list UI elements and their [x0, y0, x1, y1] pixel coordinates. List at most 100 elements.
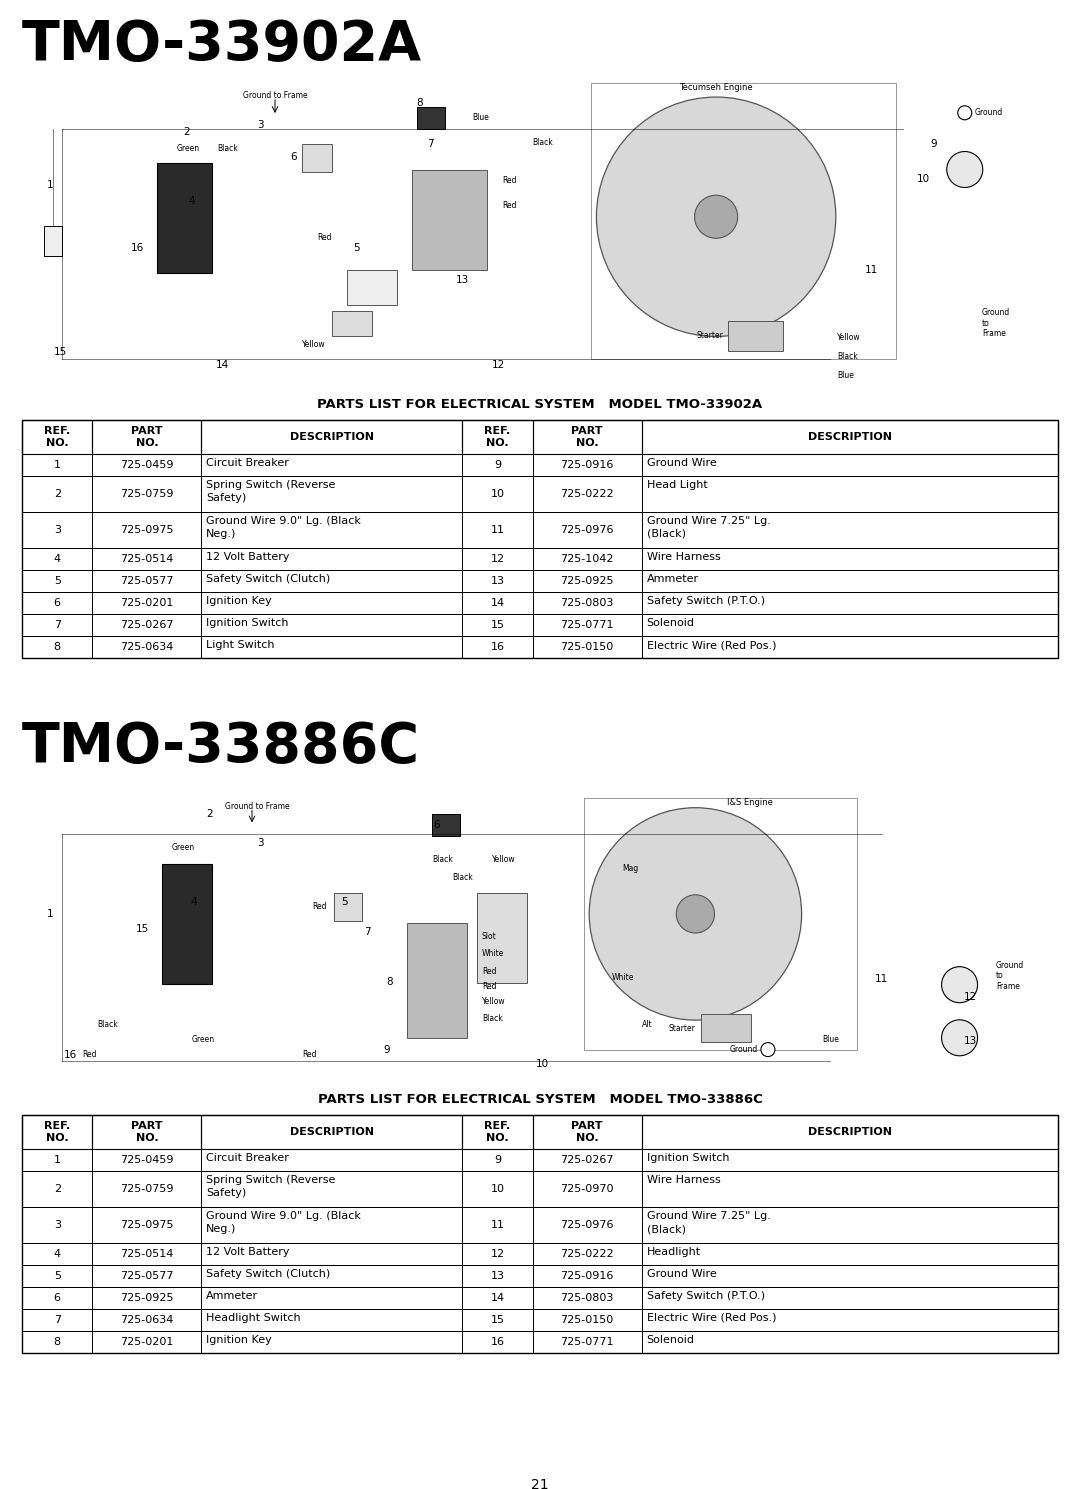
Circle shape [958, 106, 972, 119]
Text: REF.
NO.: REF. NO. [44, 426, 70, 448]
Text: 5: 5 [353, 243, 361, 253]
Bar [22, 1170, 93, 1208]
Bar [302, 144, 332, 173]
Text: 15: 15 [490, 619, 504, 630]
Text: Blue: Blue [472, 113, 489, 122]
Bar [93, 1331, 201, 1354]
Text: PART
NO.: PART NO. [131, 1121, 163, 1142]
Text: 7: 7 [427, 140, 433, 149]
Bar [22, 420, 1058, 658]
Text: 725-0759: 725-0759 [120, 1184, 174, 1194]
Text: White: White [482, 950, 504, 959]
Text: 16: 16 [490, 1337, 504, 1348]
Text: Safety): Safety) [206, 493, 246, 503]
Bar [462, 476, 532, 512]
Text: 7: 7 [364, 926, 370, 937]
Bar [642, 454, 1058, 476]
Text: White: White [612, 972, 634, 981]
Bar [201, 1286, 462, 1309]
Bar [201, 1208, 462, 1243]
Text: 16: 16 [490, 642, 504, 652]
Text: Yellow: Yellow [482, 996, 505, 1005]
Text: 2: 2 [54, 488, 60, 499]
Text: PART
NO.: PART NO. [571, 426, 603, 448]
Bar [22, 1243, 93, 1266]
Text: Ground: Ground [975, 109, 1003, 118]
Text: Neg.): Neg.) [206, 1224, 237, 1234]
Text: Ground Wire 9.0" Lg. (Black: Ground Wire 9.0" Lg. (Black [206, 1211, 361, 1221]
Text: 11: 11 [490, 1219, 504, 1230]
Text: 1: 1 [54, 1155, 60, 1164]
Text: 725-0514: 725-0514 [120, 554, 174, 564]
Text: 6: 6 [54, 599, 60, 608]
Text: Spring Switch (Reverse: Spring Switch (Reverse [206, 479, 336, 490]
Bar [201, 512, 462, 548]
Text: 725-0150: 725-0150 [561, 1315, 613, 1325]
Text: 11: 11 [865, 265, 878, 275]
Bar [532, 1286, 642, 1309]
Text: 4: 4 [54, 1249, 60, 1260]
Text: 725-0925: 725-0925 [561, 576, 613, 587]
Text: PART
NO.: PART NO. [131, 426, 163, 448]
Bar [22, 791, 1058, 1085]
Text: 725-0634: 725-0634 [120, 1315, 174, 1325]
Text: Safety Switch (P.T.O.): Safety Switch (P.T.O.) [647, 596, 765, 606]
Bar [22, 1286, 1058, 1309]
Bar [462, 1208, 532, 1243]
Bar [701, 1014, 751, 1042]
Bar [22, 1150, 1058, 1170]
Text: Starter: Starter [669, 1024, 696, 1033]
Bar [201, 476, 462, 512]
Circle shape [942, 1020, 977, 1056]
Text: Ground
to
Frame: Ground to Frame [996, 960, 1024, 990]
Text: 4: 4 [191, 896, 198, 907]
Text: Electric Wire (Red Pos.): Electric Wire (Red Pos.) [647, 1313, 777, 1324]
Bar [642, 593, 1058, 613]
Text: Yellow: Yellow [302, 339, 326, 348]
Bar [462, 512, 532, 548]
Bar [22, 570, 1058, 593]
Text: Ground Wire 7.25" Lg.: Ground Wire 7.25" Lg. [647, 517, 770, 526]
Bar [728, 320, 783, 351]
Text: (Black): (Black) [647, 1224, 686, 1234]
Bar [532, 593, 642, 613]
Bar [462, 636, 532, 658]
Text: Safety Switch (P.T.O.): Safety Switch (P.T.O.) [647, 1291, 765, 1301]
Text: 15: 15 [53, 347, 67, 357]
Bar [93, 1309, 201, 1331]
Bar [532, 1150, 642, 1170]
Text: DESCRIPTION: DESCRIPTION [289, 1127, 374, 1138]
Text: Solenoid: Solenoid [647, 1336, 694, 1345]
Bar [201, 1170, 462, 1208]
Text: Alt: Alt [642, 1020, 652, 1029]
Text: 10: 10 [490, 1184, 504, 1194]
Text: Red: Red [312, 902, 326, 911]
Text: Ground Wire: Ground Wire [647, 1269, 716, 1279]
Bar [22, 613, 93, 636]
Bar [22, 1150, 93, 1170]
Bar [201, 1331, 462, 1354]
Bar [201, 1115, 462, 1150]
Circle shape [676, 895, 715, 934]
Bar [462, 1266, 532, 1286]
Text: 725-0759: 725-0759 [120, 488, 174, 499]
Bar [411, 170, 487, 270]
Bar [201, 420, 462, 454]
Bar [93, 512, 201, 548]
Bar [22, 1309, 93, 1331]
Bar [532, 613, 642, 636]
Text: Black: Black [97, 1020, 118, 1029]
Bar [642, 476, 1058, 512]
Text: REF.
NO.: REF. NO. [485, 1121, 511, 1142]
Bar [584, 798, 856, 1050]
Text: Ammeter: Ammeter [647, 573, 699, 584]
Text: Ground
to
Frame: Ground to Frame [982, 308, 1010, 338]
Text: 5: 5 [54, 1272, 60, 1281]
Bar [22, 1266, 93, 1286]
Bar [22, 476, 93, 512]
Circle shape [942, 966, 977, 1002]
Text: 9: 9 [494, 1155, 501, 1164]
Text: 725-0976: 725-0976 [561, 526, 613, 535]
Text: Wire Harness: Wire Harness [647, 552, 720, 561]
Bar [642, 1115, 1058, 1150]
